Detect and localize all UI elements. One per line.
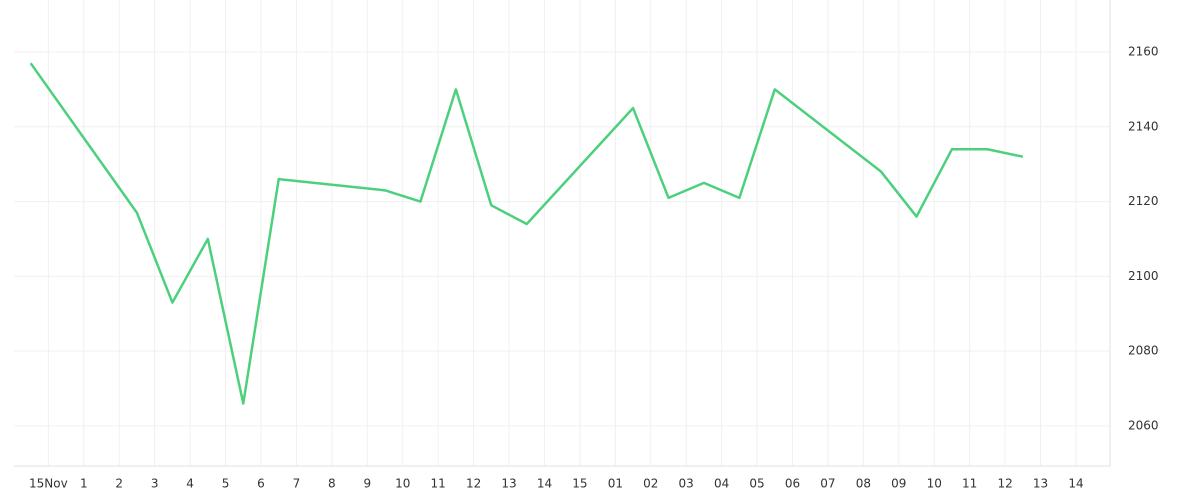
x-tick-label: 11: [431, 477, 446, 491]
x-tick-label: 11: [962, 477, 977, 491]
line: [29, 62, 1024, 405]
x-tick-label: 09: [891, 477, 906, 491]
x-tick-label: 1: [80, 477, 88, 491]
x-tick-label: 02: [643, 477, 658, 491]
x-tick-label: 3: [151, 477, 159, 491]
y-tick-label: 2060: [1128, 418, 1159, 432]
x-tick-label: 7: [293, 477, 301, 491]
x-tick-label: 8: [328, 477, 336, 491]
x-tick-label: 05: [749, 477, 764, 491]
x-tick-label: 14: [1068, 477, 1083, 491]
x-tick-label: 6: [257, 477, 265, 491]
x-tick-label: 10: [395, 477, 410, 491]
y-tick-label: 2160: [1128, 44, 1159, 58]
y-tick-label: 2100: [1128, 269, 1159, 283]
x-tick-label: 06: [785, 477, 800, 491]
x-tick-label: 13: [1033, 477, 1048, 491]
x-tick-label: 04: [714, 477, 729, 491]
y-tick-label: 2120: [1128, 194, 1159, 208]
y-tick-label: 2140: [1128, 119, 1159, 133]
y-tick-label: 2080: [1128, 344, 1159, 358]
x-tick-label: 13: [501, 477, 516, 491]
x-tick-label: 9: [363, 477, 371, 491]
x-tick-label: 2: [115, 477, 123, 491]
x-tick-label: 03: [679, 477, 694, 491]
x-tick-label: 5: [222, 477, 230, 491]
x-tick-label: 14: [537, 477, 552, 491]
x-tick-label: 15Nov: [29, 477, 68, 491]
x-tick-label: 12: [466, 477, 481, 491]
x-tick-label: 4: [186, 477, 194, 491]
x-tick-label: 12: [997, 477, 1012, 491]
x-tick-label: 15: [572, 477, 587, 491]
x-tick-label: 07: [820, 477, 835, 491]
x-tick-label: 01: [608, 477, 623, 491]
x-tick-label: 08: [856, 477, 871, 491]
x-tick-label: 10: [927, 477, 942, 491]
